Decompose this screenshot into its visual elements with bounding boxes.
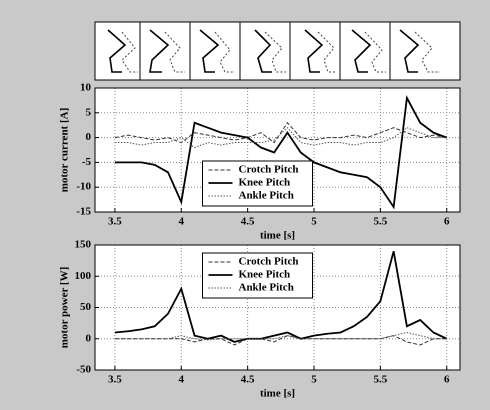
series-line	[114, 331, 447, 341]
x-axis-label: time [s]	[260, 230, 295, 242]
x-tick-label: 6	[444, 216, 450, 228]
series-line	[114, 335, 447, 346]
y-tick-label: -50	[76, 364, 91, 376]
y-tick-label: 150	[75, 239, 92, 251]
stick-figure	[414, 31, 440, 73]
stick-figures	[107, 29, 440, 73]
stick-figure	[304, 29, 324, 73]
y-tick-label: 50	[80, 301, 92, 313]
plot-frame	[94, 87, 461, 213]
x-tick-label: 4.5	[241, 374, 255, 386]
x-tick-label: 5	[311, 374, 317, 386]
y-axis-label: motor power [W]	[59, 267, 71, 348]
legend-label: Ankle Pitch	[239, 190, 294, 202]
stick-figure	[254, 29, 272, 73]
legend-box	[202, 252, 313, 299]
x-tick-label: 6	[444, 374, 450, 386]
x-tick-label: 4	[179, 374, 185, 386]
legend-label: Knee Pitch	[239, 269, 291, 281]
y-tick-label: -5	[82, 156, 92, 168]
stick-figure	[107, 29, 127, 73]
y-tick-label: 0	[86, 332, 92, 344]
gait-strip	[94, 21, 461, 81]
legend-label: Crotch Pitch	[239, 256, 299, 268]
stick-figure	[364, 31, 386, 73]
stick-figure	[121, 31, 138, 73]
stick-figure	[351, 29, 372, 73]
series-line	[114, 126, 447, 149]
x-tick-label: 3.5	[108, 374, 122, 386]
y-tick-label: 5	[86, 106, 92, 118]
stick-figure	[214, 31, 235, 73]
legend-label: Crotch Pitch	[239, 164, 299, 176]
stick-figure	[164, 31, 185, 73]
stick-figure	[399, 29, 420, 73]
x-tick-label: 4.5	[241, 216, 255, 228]
y-tick-label: 10	[80, 82, 92, 94]
series-line	[114, 251, 448, 343]
y-axis-label: motor current [A]	[59, 108, 71, 193]
x-tick-label: 5.5	[373, 374, 387, 386]
x-tick-label: 4	[179, 216, 185, 228]
x-tick-label: 5	[311, 216, 317, 228]
x-tick-label: 5.5	[373, 216, 387, 228]
y-tick-label: 100	[75, 270, 92, 282]
x-axis-label: time [s]	[260, 388, 295, 400]
y-tick-label: 0	[86, 131, 92, 143]
legend-label: Knee Pitch	[239, 177, 291, 189]
strip-frame	[94, 21, 461, 81]
plot-frame	[94, 244, 461, 371]
y-tick-label: -10	[76, 181, 91, 193]
x-tick-label: 3.5	[108, 216, 122, 228]
series-line	[114, 121, 447, 144]
legend-label: Ankle Pitch	[239, 282, 294, 294]
series-line	[114, 94, 448, 210]
strip-dividers	[139, 22, 391, 80]
stick-figure	[199, 29, 220, 73]
y-tick-label: -15	[76, 206, 91, 218]
stick-figure	[317, 31, 336, 73]
stick-figure	[149, 29, 170, 73]
